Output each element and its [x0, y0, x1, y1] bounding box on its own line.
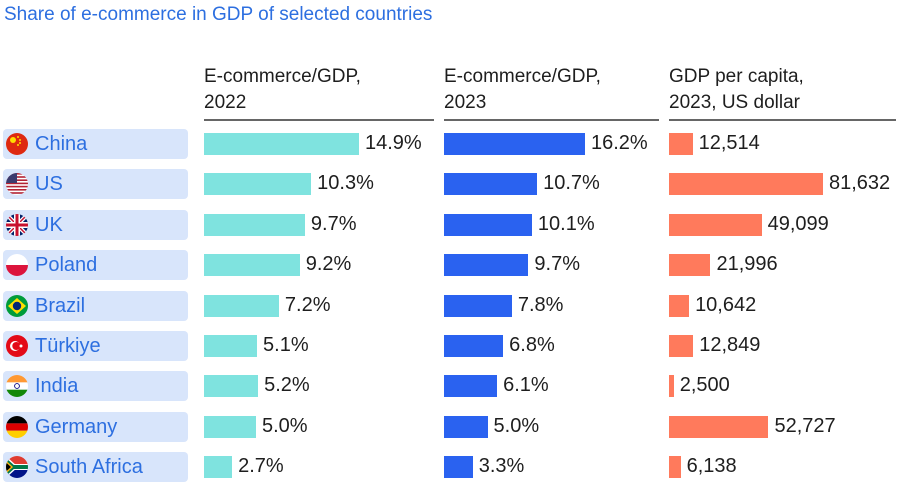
column-header-line: 2023 — [444, 92, 487, 113]
bar-gdp-per-capita — [669, 416, 769, 438]
data-label: 6,138 — [686, 455, 737, 477]
bar-2023 — [444, 456, 473, 478]
country-name: Brazil — [35, 294, 86, 317]
data-label: 81,632 — [829, 172, 891, 194]
data-label: 5.0% — [262, 415, 308, 437]
column-header-line: E-commerce/GDP, — [204, 66, 361, 87]
chart-title: Share of e-commerce in GDP of selected c… — [4, 4, 433, 25]
country-name: Poland — [35, 253, 98, 276]
data-label: 6.1% — [503, 374, 549, 396]
bar-2022 — [204, 416, 256, 438]
data-label: 10.3% — [317, 172, 374, 194]
country-label: US — [3, 169, 188, 199]
bar-2022 — [204, 335, 258, 357]
column-header-gdp-per-capita: GDP per capita, 2023, US dollar — [669, 64, 804, 116]
data-label: 2,500 — [679, 374, 730, 396]
data-label: 14.9% — [365, 132, 422, 154]
country-label: India — [3, 371, 188, 401]
bar-2022 — [204, 375, 259, 397]
country-name: UK — [35, 213, 63, 236]
data-label: 9.7% — [534, 253, 581, 275]
poland-flag-icon — [6, 254, 28, 276]
data-label: 2.7% — [238, 455, 284, 477]
data-label: 9.2% — [305, 253, 352, 275]
data-label: 12,849 — [699, 334, 761, 356]
bar-2023 — [444, 254, 529, 276]
column-header-line: 2023, US dollar — [669, 92, 800, 113]
south-africa-flag-icon — [6, 456, 28, 478]
bar-2023 — [444, 416, 488, 438]
us-flag-icon — [6, 173, 28, 195]
data-label: 10.1% — [537, 213, 595, 235]
country-name: Türkiye — [35, 334, 101, 357]
data-label: 9.7% — [310, 213, 357, 235]
country-label: UK — [3, 210, 188, 240]
country-label: Brazil — [3, 291, 188, 321]
turkiye-flag-icon — [6, 335, 28, 357]
bar-2023 — [444, 133, 585, 155]
data-label: 21,996 — [716, 253, 778, 275]
bar-2022 — [204, 456, 233, 478]
column-header-line: 2022 — [204, 92, 247, 113]
bar-2023 — [444, 214, 532, 236]
country-name: China — [35, 132, 88, 155]
data-label: 16.2% — [591, 132, 648, 154]
data-label: 5.0% — [493, 415, 540, 437]
header-rule — [444, 119, 659, 121]
country-name: Germany — [35, 415, 118, 438]
bar-2022 — [204, 133, 359, 155]
bar-2023 — [444, 375, 498, 397]
column-header-line: E-commerce/GDP, — [444, 66, 601, 87]
column-header-ecommerce-2022: E-commerce/GDP, 2022 — [204, 64, 361, 116]
germany-flag-icon — [6, 416, 28, 438]
data-label: 10.7% — [543, 172, 600, 194]
bar-gdp-per-capita — [669, 173, 823, 195]
data-label: 5.1% — [263, 334, 309, 356]
data-label: 49,099 — [767, 213, 829, 235]
header-rule — [204, 119, 434, 121]
data-label: 10,642 — [695, 294, 757, 316]
bar-gdp-per-capita — [669, 295, 690, 317]
bar-2023 — [444, 173, 538, 195]
bar-gdp-per-capita — [669, 133, 693, 155]
country-name: India — [35, 374, 79, 397]
data-label: 5.2% — [264, 374, 310, 396]
data-label: 7.8% — [517, 294, 564, 316]
bar-2023 — [444, 335, 504, 357]
country-label: Germany — [3, 412, 188, 442]
country-label: Poland — [3, 250, 188, 280]
bar-gdp-per-capita — [669, 456, 681, 478]
bar-2022 — [204, 295, 279, 317]
china-flag-icon — [6, 133, 28, 155]
data-label: 3.3% — [478, 455, 525, 477]
country-label: South Africa — [3, 452, 188, 482]
country-label: Türkiye — [3, 331, 188, 361]
bar-2022 — [204, 254, 300, 276]
column-header-ecommerce-2023: E-commerce/GDP, 2023 — [444, 64, 601, 116]
bar-gdp-per-capita — [669, 214, 762, 236]
country-name: US — [35, 172, 63, 195]
bar-2022 — [204, 214, 305, 236]
india-flag-icon — [6, 375, 28, 397]
bar-2023 — [444, 295, 512, 317]
data-label: 6.8% — [509, 334, 555, 356]
brazil-flag-icon — [6, 295, 28, 317]
bar-2022 — [204, 173, 312, 195]
uk-flag-icon — [6, 214, 28, 236]
data-label: 7.2% — [284, 294, 331, 316]
bar-gdp-per-capita — [669, 335, 694, 357]
header-rule — [669, 119, 896, 121]
data-label: 52,727 — [774, 415, 836, 437]
column-header-line: GDP per capita, — [669, 66, 804, 87]
country-name: South Africa — [35, 455, 143, 478]
country-label: China — [3, 129, 188, 159]
data-label: 12,514 — [698, 132, 760, 154]
bar-gdp-per-capita — [669, 254, 711, 276]
bar-gdp-per-capita — [669, 375, 674, 397]
